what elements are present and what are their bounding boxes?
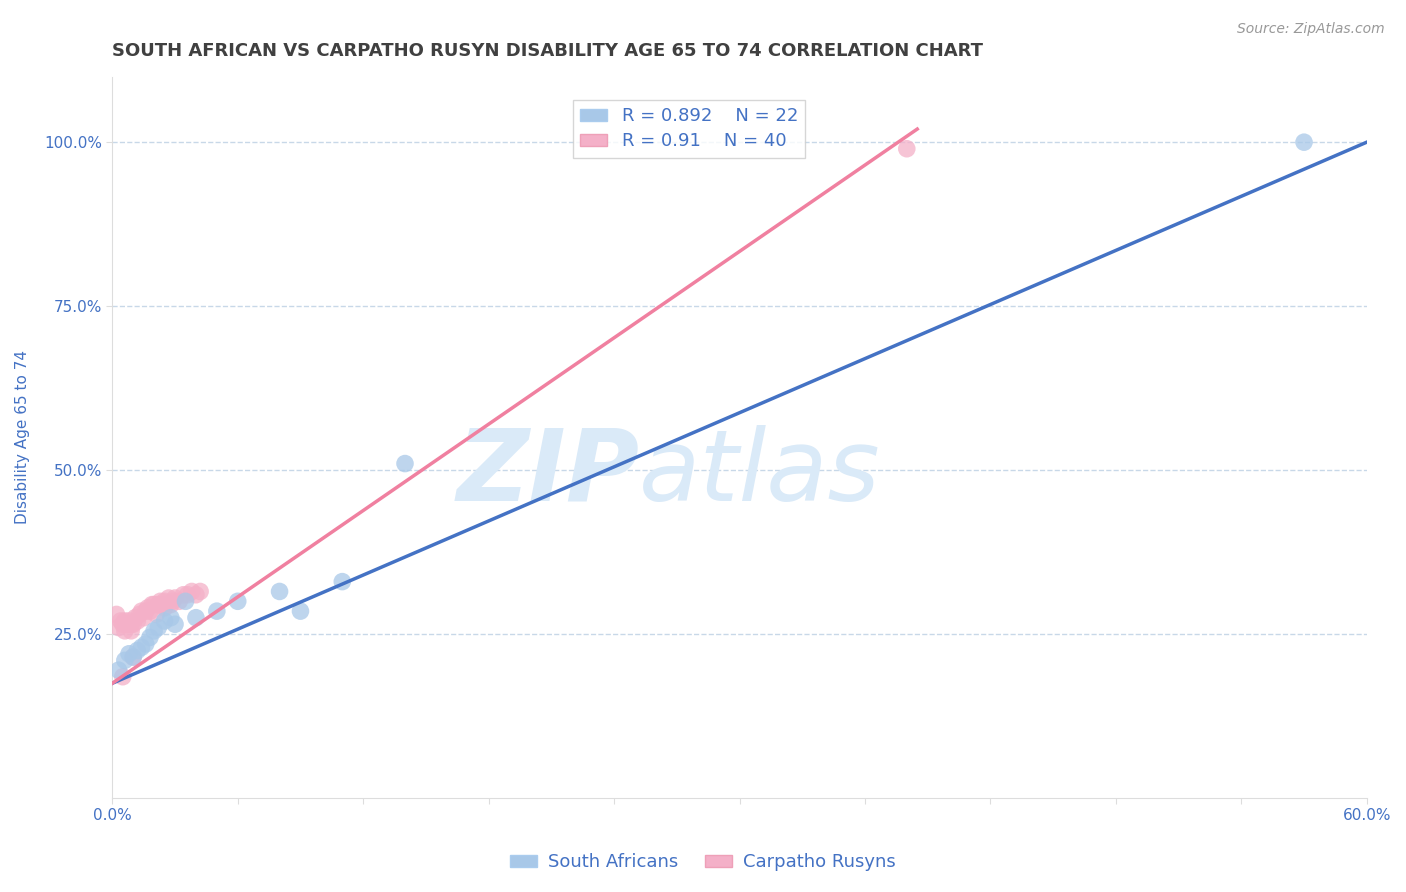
Point xyxy=(896,142,918,156)
Point xyxy=(153,614,176,628)
Text: SOUTH AFRICAN VS CARPATHO RUSYN DISABILITY AGE 65 TO 74 CORRELATION CHART: SOUTH AFRICAN VS CARPATHO RUSYN DISABILI… xyxy=(112,42,983,60)
Point xyxy=(107,663,129,677)
Point xyxy=(174,594,197,608)
Point xyxy=(107,621,129,635)
Point xyxy=(132,610,155,624)
Point xyxy=(122,650,145,665)
Point xyxy=(143,624,166,638)
Point xyxy=(139,604,162,618)
Point xyxy=(162,594,184,608)
Point xyxy=(114,624,136,638)
Point xyxy=(120,617,142,632)
Point xyxy=(160,598,183,612)
Text: atlas: atlas xyxy=(640,425,880,522)
Point xyxy=(157,591,180,605)
Point xyxy=(105,607,128,622)
Point xyxy=(114,653,136,667)
Point xyxy=(135,637,157,651)
Point xyxy=(114,614,136,628)
Point xyxy=(115,617,138,632)
Point xyxy=(330,574,353,589)
Point xyxy=(148,621,170,635)
Point xyxy=(110,614,132,628)
Point xyxy=(160,610,183,624)
Point xyxy=(152,598,174,612)
Point xyxy=(120,624,142,638)
Point xyxy=(188,584,211,599)
Point xyxy=(205,604,228,618)
Text: ZIP: ZIP xyxy=(456,425,640,522)
Point xyxy=(184,610,207,624)
Point xyxy=(176,588,198,602)
Point xyxy=(163,617,186,632)
Point xyxy=(145,607,167,622)
Point xyxy=(143,598,166,612)
Point xyxy=(118,614,141,628)
Point xyxy=(180,584,202,599)
Y-axis label: Disability Age 65 to 74: Disability Age 65 to 74 xyxy=(15,351,30,524)
Point xyxy=(131,640,153,655)
Point xyxy=(148,598,170,612)
Point xyxy=(118,647,141,661)
Point xyxy=(153,600,176,615)
Point xyxy=(111,670,134,684)
Point xyxy=(122,617,145,632)
Point xyxy=(111,617,134,632)
Point xyxy=(124,610,146,624)
Point xyxy=(172,588,194,602)
Point xyxy=(167,594,190,608)
Point xyxy=(141,598,163,612)
Point xyxy=(153,594,176,608)
Point xyxy=(127,643,149,657)
Point xyxy=(139,631,162,645)
Legend: South Africans, Carpatho Rusyns: South Africans, Carpatho Rusyns xyxy=(503,847,903,879)
Point xyxy=(394,457,416,471)
Point xyxy=(149,594,172,608)
Point xyxy=(128,607,150,622)
Point xyxy=(163,591,186,605)
Point xyxy=(1292,135,1315,149)
Point xyxy=(122,650,145,665)
Text: Source: ZipAtlas.com: Source: ZipAtlas.com xyxy=(1237,22,1385,37)
Point xyxy=(184,588,207,602)
Point xyxy=(135,604,157,618)
Point xyxy=(131,604,153,618)
Point xyxy=(226,594,249,608)
Point xyxy=(290,604,312,618)
Point xyxy=(127,614,149,628)
Legend: R = 0.892    N = 22, R = 0.91    N = 40: R = 0.892 N = 22, R = 0.91 N = 40 xyxy=(572,100,806,158)
Point xyxy=(269,584,291,599)
Point xyxy=(136,600,159,615)
